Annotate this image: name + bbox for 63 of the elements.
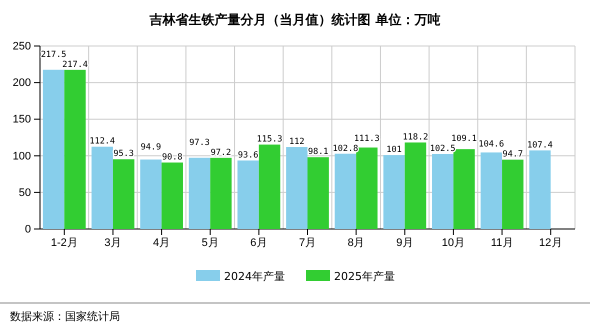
x-tick-label: 10月 [442,236,466,249]
y-tick-label: 250 [12,40,31,53]
x-tick-label: 3月 [104,236,122,249]
bar [529,150,551,229]
data-label: 101 [386,145,402,156]
y-tick-label: 0 [24,224,31,236]
bar [453,149,475,229]
data-label: 111.3 [354,134,380,144]
chart-title: 吉林省生铁产量分月（当月值）统计图 单位：万吨 [148,12,440,28]
data-label: 94.9 [140,142,162,153]
data-label: 112 [289,137,304,148]
data-label: 107.4 [527,140,553,150]
data-label: 118.2 [402,132,428,142]
bar [237,160,259,229]
bar [42,70,64,229]
y-tick-label: 100 [12,150,31,162]
y-tick-label: 50 [18,186,31,199]
bar [210,158,232,229]
x-tick-label: 1-2月 [50,236,78,249]
bar [112,159,134,229]
bar [92,146,113,229]
data-label: 115.3 [256,134,282,145]
data-label: 104.6 [478,140,504,150]
bar [286,147,308,229]
bar [432,154,454,229]
data-label: 93.6 [238,150,258,160]
bar [334,154,356,229]
data-label: 217.4 [62,60,88,70]
data-label: 217.5 [40,50,66,60]
data-label: 102.8 [332,144,358,154]
x-tick-label: 5月 [202,236,219,249]
bar [502,160,524,229]
data-label: 98.1 [308,147,328,158]
data-label: 109.1 [451,134,477,144]
bar [64,70,86,229]
x-tick-label: 12月 [539,236,562,249]
bar [258,144,280,229]
x-tick-label: 4月 [153,236,170,249]
bar [480,152,502,229]
x-tick-label: 9月 [396,236,414,249]
data-label: 97.3 [189,138,210,148]
legend-label: 2024年产量 [224,270,285,283]
y-tick-label: 200 [12,77,31,90]
data-label: 90.8 [162,152,183,163]
legend-label: 2025年产量 [334,270,395,283]
data-label: 112.4 [89,136,116,147]
data-label: 95.3 [113,149,134,160]
bar [162,162,183,229]
data-label: 94.7 [502,150,523,160]
bar [188,158,210,229]
x-tick-label: 11月 [490,236,514,249]
data-label: 97.2 [210,148,232,158]
bar [308,157,329,229]
x-tick-label: 7月 [298,236,316,249]
y-tick-label: 150 [12,114,31,126]
bar [356,148,378,229]
bar [140,160,162,229]
data-label: 102.5 [430,144,456,154]
bar [383,155,405,229]
x-tick-label: 8月 [348,236,365,249]
source-note: 数据来源：国家统计局 [10,310,120,323]
bar [404,142,426,229]
x-tick-label: 6月 [250,236,268,249]
